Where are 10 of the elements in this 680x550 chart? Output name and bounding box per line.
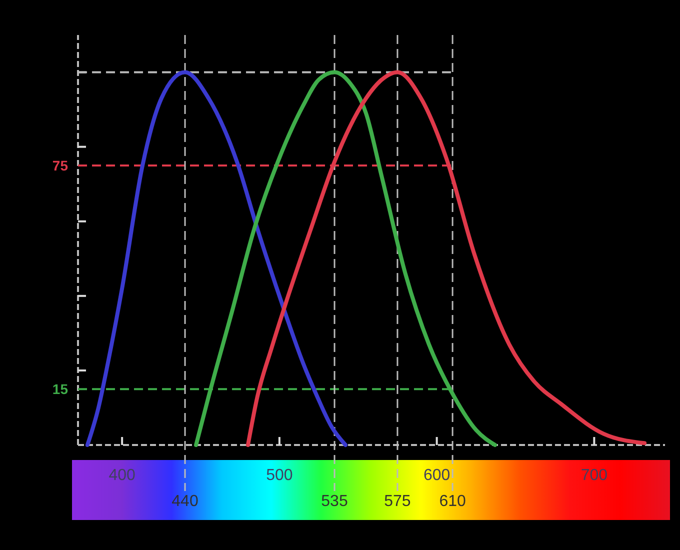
ref-line-label: 75 [52,157,68,174]
x-tick-label: 700 [580,467,608,484]
x-tick-label: 500 [266,467,293,484]
x-tick-label: 600 [423,467,450,484]
ref-line-label: 440 [172,493,198,510]
ref-line-label: 535 [321,493,348,510]
ref-line-label: 610 [439,493,466,510]
x-tick-label: 400 [108,467,136,484]
ref-line-label: 575 [384,493,411,510]
ref-line-label: 15 [52,380,68,397]
